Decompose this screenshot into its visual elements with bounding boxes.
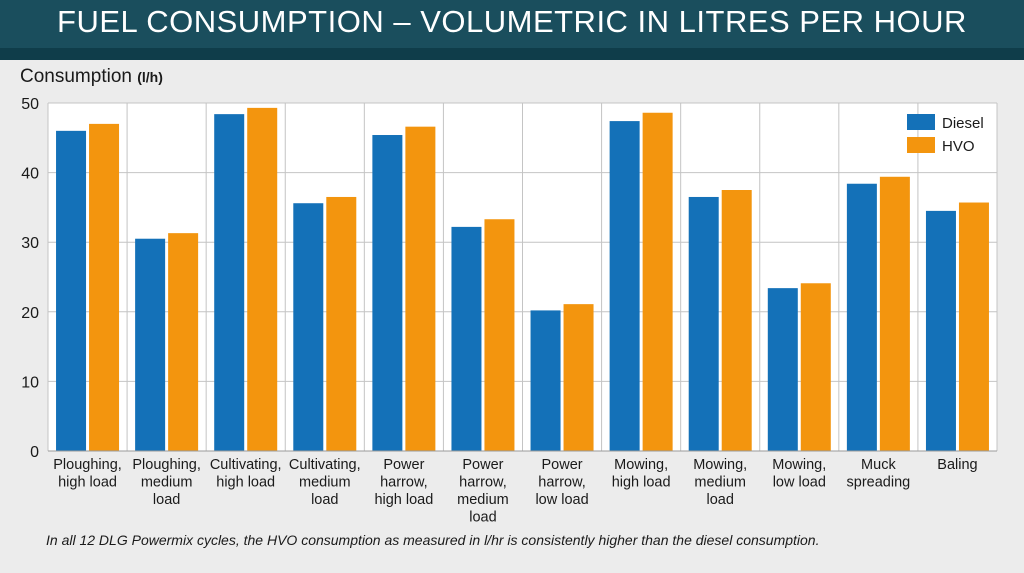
bar-diesel <box>609 121 640 451</box>
legend-swatch-hvo <box>907 137 935 153</box>
y-tick-label: 30 <box>21 235 39 252</box>
x-tick-label: Mowing, low load <box>772 457 826 491</box>
x-tick-label: Ploughing, medium load <box>132 457 201 508</box>
bar-diesel <box>451 226 482 451</box>
chart-title: FUEL CONSUMPTION – VOLUMETRIC IN LITRES … <box>57 4 967 39</box>
bar-diesel <box>372 135 403 452</box>
legend-label-hvo: HVO <box>942 138 975 155</box>
x-tick-label: Muck spreading <box>847 457 911 491</box>
x-tick-label: Cultivating, high load <box>210 457 282 491</box>
x-tick-label: Mowing, medium load <box>693 457 747 508</box>
bar-hvo <box>563 304 594 451</box>
bar-diesel <box>688 196 719 451</box>
x-tick-label: Ploughing, high load <box>53 457 122 491</box>
bar-diesel <box>530 310 561 451</box>
bar-hvo <box>405 126 436 451</box>
y-tick-label: 20 <box>21 305 39 322</box>
bar-hvo <box>168 233 199 451</box>
bar-hvo <box>89 123 120 451</box>
bar-hvo <box>800 283 831 451</box>
bar-hvo <box>326 196 357 451</box>
x-tick-label: Baling <box>937 457 977 473</box>
x-tick-label: Cultivating, medium load <box>289 457 361 508</box>
bar-hvo <box>247 107 278 451</box>
y-axis-label: Consumption <box>20 66 132 87</box>
bar-diesel <box>214 114 245 452</box>
x-tick-label: Power harrow, medium load <box>457 457 509 526</box>
x-tick-label: Power harrow, high load <box>374 457 433 508</box>
y-tick-label: 50 <box>21 96 39 113</box>
y-tick-label: 0 <box>30 444 39 461</box>
bar-hvo <box>484 219 515 451</box>
y-tick-label: 10 <box>21 374 39 391</box>
bar-diesel <box>767 288 798 451</box>
bar-diesel <box>135 238 166 451</box>
bar-diesel <box>846 183 877 451</box>
legend-label-diesel: Diesel <box>942 115 984 132</box>
bar-hvo <box>721 190 752 451</box>
y-axis-title: Consumption (l/h) <box>20 66 163 88</box>
legend-swatch-diesel <box>907 114 935 130</box>
y-tick-label: 40 <box>21 166 39 183</box>
y-axis-unit: (l/h) <box>137 69 163 85</box>
bar-diesel <box>925 210 956 451</box>
bar-diesel <box>293 203 324 451</box>
bar-hvo <box>958 202 989 451</box>
bar-hvo <box>642 112 673 451</box>
bar-hvo <box>879 176 910 451</box>
title-banner: FUEL CONSUMPTION – VOLUMETRIC IN LITRES … <box>0 0 1024 60</box>
bar-diesel <box>56 130 87 451</box>
chart-caption: In all 12 DLG Powermix cycles, the HVO c… <box>46 532 820 548</box>
x-tick-label: Mowing, high load <box>612 457 671 491</box>
x-tick-label: Power harrow, low load <box>535 457 588 508</box>
